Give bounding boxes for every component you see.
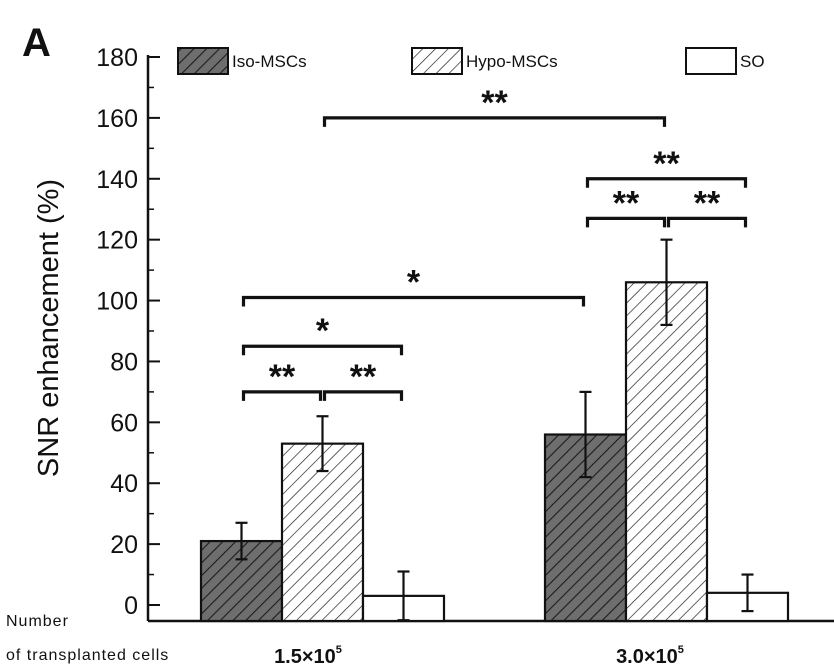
significance-label-1: ** <box>350 358 377 396</box>
y-tick-label-120: 120 <box>96 227 138 255</box>
category-labels: 1.5×105 3.0×105 <box>274 644 684 666</box>
significance-label-6: ** <box>653 145 680 183</box>
significance-bracket-7 <box>322 116 667 127</box>
y-tick-label-80: 80 <box>110 348 138 376</box>
category-label-0: 1.5×105 <box>274 644 342 666</box>
legend-label-so: SO <box>740 52 765 71</box>
significance-brackets: ** ****** ****** <box>241 84 748 401</box>
significance-bracket-0 <box>241 390 323 401</box>
panel-label: A <box>22 21 51 65</box>
legend-swatch-iso-mscs <box>177 47 229 75</box>
significance-label-0: ** <box>269 358 296 396</box>
significance-label-2: * <box>316 312 330 350</box>
y-tick-label-60: 60 <box>110 409 138 437</box>
significance-bracket-2 <box>241 344 404 356</box>
y-tick-label-100: 100 <box>96 288 138 316</box>
y-tick-label-180: 180 <box>96 44 138 72</box>
significance-label-3: * <box>407 264 421 302</box>
x-axis-title-line-1: Number <box>6 613 69 630</box>
y-tick-label-40: 40 <box>110 470 138 498</box>
legend-swatch-so <box>685 47 737 75</box>
bars <box>199 281 790 623</box>
significance-bracket-4 <box>585 216 667 228</box>
legend: Iso-MSCs Hypo-MSCs SO <box>177 47 765 75</box>
significance-label-4: ** <box>613 184 640 222</box>
significance-label-7: ** <box>481 84 508 122</box>
significance-bracket-6 <box>585 177 748 188</box>
significance-bracket-1 <box>322 390 404 401</box>
bar-hypo-mscs-1 <box>624 281 709 623</box>
legend-label-hypo-mscs: Hypo-MSCs <box>466 52 558 71</box>
y-tick-label-160: 160 <box>96 105 138 133</box>
y-tick-label-0: 0 <box>124 592 138 620</box>
y-axis-title: SNR enhancement (%) <box>33 179 65 477</box>
y-tick-label-140: 140 <box>96 166 138 194</box>
significance-bracket-3 <box>241 295 586 307</box>
x-axis-title-line-2: of transplanted cells <box>6 647 169 664</box>
axes: 0 20 40 60 80 100 120 140 160 180 <box>96 44 834 623</box>
significance-label-5: ** <box>694 184 721 222</box>
significance-bracket-5 <box>666 216 748 228</box>
legend-label-iso-mscs: Iso-MSCs <box>232 52 307 71</box>
legend-swatch-hypo-mscs <box>411 47 463 75</box>
y-tick-label-20: 20 <box>110 531 138 559</box>
error-bars <box>235 238 754 622</box>
category-label-1: 3.0×105 <box>616 644 684 666</box>
